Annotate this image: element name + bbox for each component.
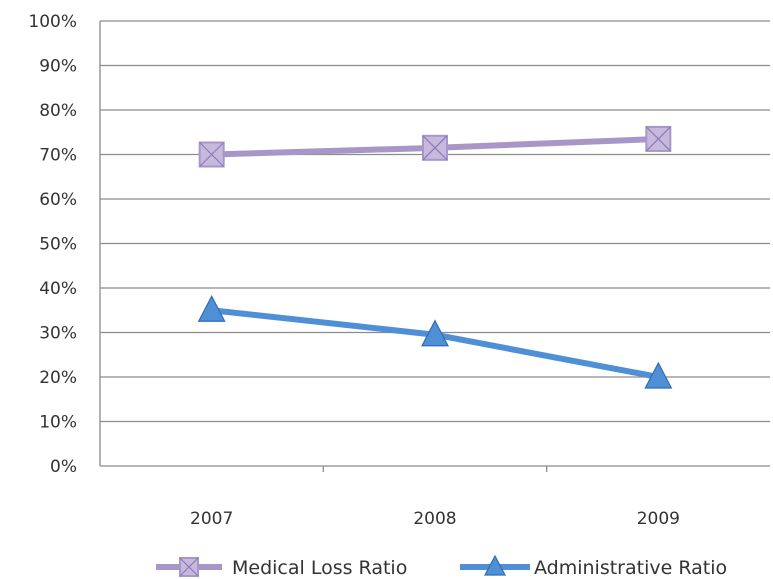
square-marker — [645, 125, 672, 152]
y-tick-label: 30% — [39, 324, 77, 344]
y-tick-label: 10% — [39, 413, 77, 433]
triangle-marker — [421, 319, 449, 347]
series-triangle — [197, 294, 673, 389]
y-tick-label: 50% — [39, 235, 77, 255]
square-marker — [198, 141, 225, 168]
legend-item: Administrative Ratio — [460, 554, 727, 579]
y-tick-label: 70% — [39, 146, 77, 166]
x-tick-label: 2009 — [637, 509, 680, 529]
y-tick-label: 100% — [28, 12, 77, 32]
legend-label: Administrative Ratio — [534, 557, 727, 579]
triangle-marker — [197, 294, 226, 322]
triangle-marker — [484, 554, 506, 576]
square-marker — [179, 557, 199, 577]
y-tick-label: 90% — [39, 57, 77, 77]
gridlines — [100, 20, 770, 423]
x-tick-labels: 2007 2008 2009 — [190, 509, 680, 529]
marker-diagonal — [199, 142, 225, 167]
marker-diagonal — [645, 126, 671, 152]
legend-item: Medical Loss Ratio — [156, 557, 407, 579]
y-tick-label: 60% — [39, 190, 77, 210]
marker-diagonal — [422, 135, 448, 161]
series-square — [198, 125, 672, 168]
series-layer — [197, 125, 673, 389]
y-tick-label: 0% — [50, 457, 77, 477]
y-tick-label: 80% — [39, 101, 77, 121]
legend: Medical Loss Ratio Administrative Ratio — [156, 554, 727, 579]
y-tick-labels: 0% 10% 20% 30% 40% 50% 60% 70% 80% 90% 100% — [28, 12, 77, 477]
axes — [99, 21, 770, 472]
legend-label: Medical Loss Ratio — [232, 557, 407, 579]
y-tick-label: 40% — [39, 279, 77, 299]
y-tick-label: 20% — [39, 368, 77, 388]
triangle-marker — [644, 361, 673, 389]
marker-diagonal — [179, 557, 199, 577]
square-marker — [422, 134, 448, 161]
x-tick-label: 2007 — [190, 509, 233, 529]
x-tick-label: 2008 — [413, 509, 456, 529]
